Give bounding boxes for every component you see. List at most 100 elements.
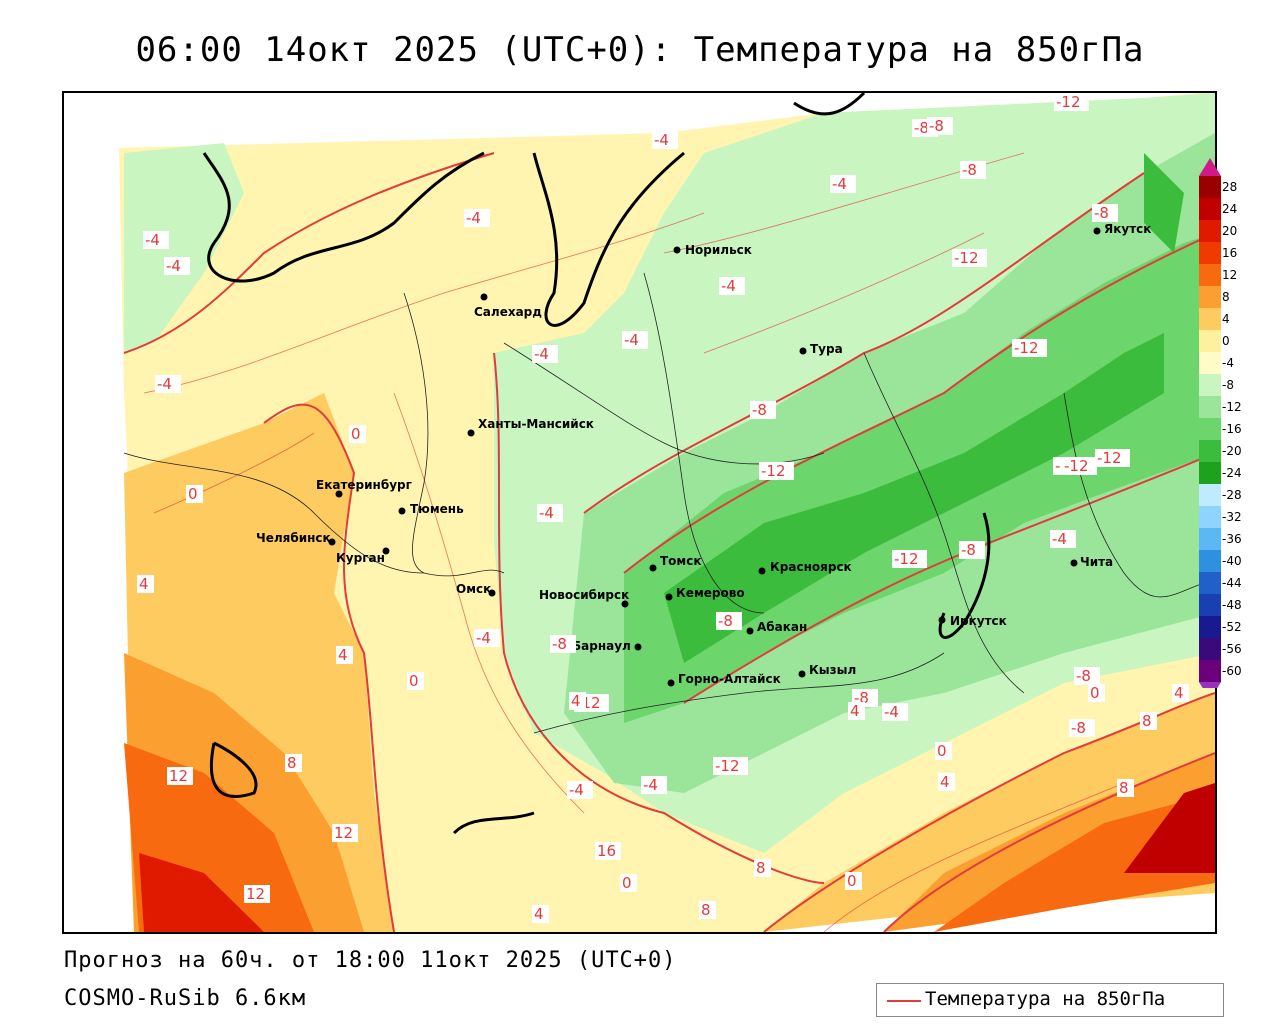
isotherm-label: -12 <box>894 550 919 568</box>
isotherm-label-bg <box>186 485 203 503</box>
city-yakutsk: Якутск <box>1093 222 1151 236</box>
city-label: Чита <box>1080 555 1113 569</box>
isotherm-label-bg <box>1074 667 1100 685</box>
isotherm-label-bg <box>1012 339 1047 357</box>
fill-16 <box>139 853 264 932</box>
colorbar-swatch <box>1199 660 1221 682</box>
isotherm-label-bg <box>641 776 667 794</box>
isotherm-label: -12 <box>715 757 740 775</box>
colorbar-swatch <box>1199 374 1221 396</box>
isotherm-label: -4 <box>1052 530 1067 548</box>
colorbar-tick-label: -8 <box>1222 378 1234 392</box>
isotherm-label: 12 <box>246 885 265 903</box>
colorbar-swatch <box>1199 330 1221 352</box>
colorbar-swatch <box>1199 506 1221 528</box>
isotherm-label-bg <box>285 754 302 772</box>
city-label: Иркутск <box>950 614 1007 628</box>
isotherm-label-bg <box>407 672 424 690</box>
city-omsk: Омск <box>456 582 496 597</box>
isotherm-label-bg <box>155 375 181 393</box>
colorbar-tick-label: -4 <box>1222 356 1234 370</box>
colorbar-tick-label: 20 <box>1222 224 1238 238</box>
city-kyzyl: Кызыл <box>798 663 856 678</box>
colorbar-tick-label: -16 <box>1222 422 1242 436</box>
city-salekhard: Салехард <box>474 293 542 319</box>
colorbar-tick-label: -40 <box>1222 554 1242 568</box>
city-abakan: Абакан <box>746 620 807 635</box>
isotherm-label: -4 <box>145 231 160 249</box>
city-label: Норильск <box>685 243 752 257</box>
isotherm-label-bg <box>1140 712 1157 730</box>
city-label: Курган <box>336 551 385 565</box>
colorbar-swatch <box>1199 220 1221 242</box>
isotherm-label: 0 <box>622 874 632 892</box>
colorbar-swatch <box>1199 396 1221 418</box>
isotherm-label-bg <box>595 842 621 860</box>
isotherm-label: -4 <box>569 781 584 799</box>
colorbar-swatch <box>1199 528 1221 550</box>
temperature-colorbar: 28 24 20 16 12 8 4 0 -4 -8 -12 -16 -20 -24 -28 -32 -36 -4… <box>1198 158 1268 700</box>
city-novosibirsk: Новосибирск <box>539 588 629 608</box>
isotherm-label: 16 <box>597 842 616 860</box>
city-label: Тюмень <box>410 502 464 516</box>
isotherm-label: -12 <box>1064 457 1089 475</box>
colorbar-tick-label: 16 <box>1222 246 1238 260</box>
isotherm-label-bg <box>332 824 358 842</box>
isotherm-label-bg <box>699 901 716 919</box>
isotherm-label-bg <box>938 773 955 791</box>
temperature-map: Якутск Норильск Салехард Тура Ханты-Манс… <box>62 91 1217 934</box>
isotherm-label-bg <box>960 161 986 179</box>
isotherm-label-bg <box>1050 530 1076 548</box>
city-label: Ханты-Мансийск <box>478 417 594 431</box>
isotherm-label: 12 <box>169 767 188 785</box>
city-label: Омск <box>456 582 491 596</box>
colorbar-swatch <box>1199 550 1221 572</box>
isotherm-label-bg <box>750 401 776 419</box>
isotherm-label: -8 <box>929 117 944 135</box>
isotherm-label: -4 <box>654 131 669 149</box>
colorbar-top-arrow <box>1199 158 1221 176</box>
isotherm-label-bg <box>464 209 490 227</box>
colorbar-tick-label: -52 <box>1222 620 1242 634</box>
city-kurgan: Курган <box>336 547 390 565</box>
isotherm-label-bg <box>164 257 190 275</box>
isotherm-label: -8 <box>552 635 567 653</box>
colorbar-swatch <box>1199 462 1221 484</box>
isotherm-label-bg <box>474 629 500 647</box>
colorbar-tick-label: -20 <box>1222 444 1242 458</box>
isotherm-label: 0 <box>847 872 857 890</box>
city-chelyabinsk: Челябинск <box>256 531 336 546</box>
legend-line-swatch <box>887 1000 921 1002</box>
isotherm-label-bg <box>959 541 985 559</box>
isotherm-label-bg <box>952 249 987 267</box>
colorbar-tick-label: -56 <box>1222 642 1242 656</box>
isotherm-label: -4 <box>643 776 658 794</box>
isotherm-label-bg <box>622 331 648 349</box>
colorbar-swatch <box>1199 572 1221 594</box>
colorbar-tick-label: 0 <box>1222 334 1230 348</box>
colorbar-tick-label: -32 <box>1222 510 1242 524</box>
colorbar-swatch <box>1199 264 1221 286</box>
isotherm-label: 8 <box>1142 712 1152 730</box>
isotherm-label: 8 <box>1119 779 1129 797</box>
city-label: Красноярск <box>770 560 852 574</box>
isotherm-label-bg <box>1092 204 1118 222</box>
colorbar-tick-label: 12 <box>1222 268 1238 282</box>
city-label: Салехард <box>474 305 542 319</box>
legend: Температура на 850гПа <box>876 983 1224 1017</box>
city-tura: Тура <box>799 342 843 356</box>
isotherm-label-bg <box>719 277 745 295</box>
isotherm-label-bg <box>1088 684 1105 702</box>
isotherm-label-bg <box>713 757 748 775</box>
colorbar-tick-label: 4 <box>1222 312 1230 326</box>
city-tyumen: Тюмень <box>398 502 464 516</box>
isotherm-label-bg <box>143 231 169 249</box>
isotherm-label: -4 <box>624 331 639 349</box>
colorbar-swatch <box>1199 484 1221 506</box>
colorbar-tick-label: -12 <box>1222 400 1242 414</box>
colorbar-tick-label: 8 <box>1222 290 1230 304</box>
city-label: Екатеринбург <box>316 478 412 492</box>
isotherm-label: 0 <box>937 742 947 760</box>
colorbar-swatches <box>1199 158 1221 700</box>
legend-label: Температура на 850гПа <box>925 988 1166 1010</box>
